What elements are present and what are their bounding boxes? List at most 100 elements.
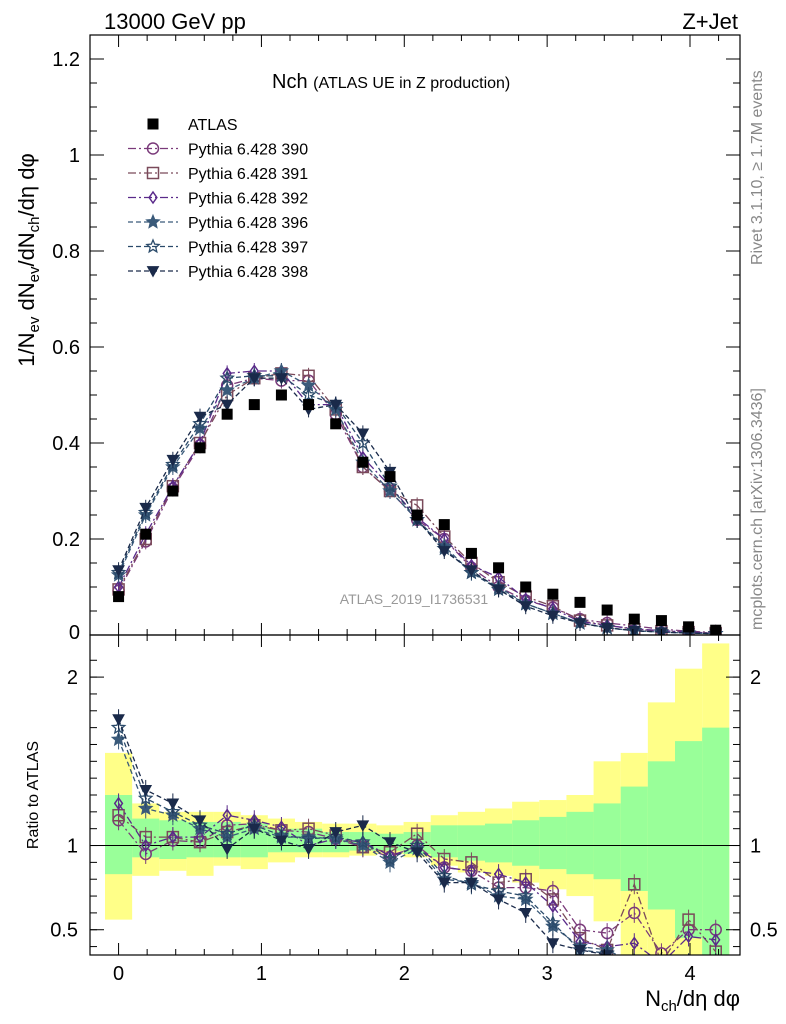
ratio-point: [493, 867, 504, 881]
ratio-point: [519, 907, 533, 920]
ratio-point: [166, 798, 180, 810]
ratio-point: [193, 815, 207, 827]
ratio-point: [110, 731, 127, 747]
series-point: [192, 415, 208, 431]
band-green: [566, 811, 594, 875]
legend-marker: [145, 213, 161, 229]
series-line-5: [118, 377, 716, 635]
ratio-point: [656, 958, 667, 969]
ratio-point: [110, 719, 127, 735]
data-point: [140, 528, 152, 540]
series-point: [600, 622, 614, 635]
y-tick-label: 0.6: [52, 337, 80, 359]
ratio-point: [655, 957, 667, 969]
ratio-point: [683, 929, 694, 944]
series-point: [139, 502, 153, 515]
x-tick-label: 4: [684, 963, 695, 985]
ratio-line-4: [117, 727, 614, 955]
ratio-point: [139, 785, 153, 797]
data-point: [357, 456, 369, 468]
ratio-point: [629, 959, 640, 969]
ratio-point: [658, 958, 666, 969]
data-point: [194, 442, 206, 454]
ratio-point: [629, 936, 640, 951]
series-line-0: [118, 377, 716, 634]
series-point: [465, 565, 478, 577]
legend-label: Pythia 6.428 392: [188, 191, 308, 208]
ratio-point: [382, 850, 398, 866]
band-green: [675, 741, 703, 939]
ratio-point: [113, 796, 124, 811]
x-tick-label: 0: [113, 963, 124, 985]
band-green: [702, 727, 730, 955]
ratio-point: [465, 877, 478, 890]
y-tick-label: 0.2: [52, 529, 80, 551]
series-point: [437, 546, 451, 558]
ratio-point: [302, 843, 315, 856]
series-point: [300, 386, 317, 402]
data-point: [547, 588, 559, 600]
ratio-tick-label: 2: [67, 667, 78, 689]
ratio-point: [628, 878, 641, 891]
ratio-point: [275, 835, 288, 848]
band-green: [485, 823, 513, 863]
data-point: [384, 471, 396, 483]
series-point: [329, 399, 343, 412]
ratio-line-1: [118, 814, 717, 955]
ratio-point: [437, 877, 451, 890]
band-green: [647, 761, 675, 910]
legend-label: Pythia 6.428 396: [188, 215, 308, 232]
data-point: [411, 509, 423, 521]
series-point: [112, 565, 125, 577]
data-point: [113, 591, 125, 603]
ratio-point: [628, 957, 640, 969]
series-point: [247, 373, 261, 385]
y-tick-label: 1.2: [52, 49, 80, 71]
ratio-point: [220, 843, 234, 856]
legend-label-atlas: ATLAS: [188, 117, 238, 134]
data-point: [655, 615, 667, 627]
legend-label: Pythia 6.428 397: [188, 240, 308, 257]
ratio-point: [137, 790, 154, 805]
y-axis-label: 1/Nev dNev/dNch/dη dφ: [14, 153, 43, 366]
band-green: [620, 786, 648, 891]
legend-label: Pythia 6.428 390: [188, 142, 308, 159]
ratio-point: [573, 945, 587, 955]
ratio-tick-label: 0.5: [50, 920, 78, 942]
ratio-tick-label-right: 2: [750, 667, 761, 689]
ratio-point: [219, 825, 235, 841]
data-point: [167, 485, 179, 497]
ratio-point: [546, 938, 560, 950]
ratio-point: [656, 959, 667, 969]
data-point: [303, 399, 315, 411]
ratio-point: [548, 899, 558, 913]
ratio-point: [545, 914, 561, 930]
mcplots-label: mcplots.cern.ch [arXiv:1306.3436]: [749, 388, 766, 630]
series-point: [573, 618, 587, 630]
ratio-point: [517, 887, 534, 903]
data-point: [601, 604, 613, 616]
data-point: [465, 547, 477, 559]
data-point: [710, 624, 722, 635]
series-point: [219, 382, 235, 397]
ratio-point: [410, 847, 424, 859]
ratio-point: [195, 830, 205, 844]
ratio-point: [710, 957, 722, 969]
ratio-point: [710, 957, 722, 969]
series-point: [519, 601, 533, 613]
legend-label: Pythia 6.428 398: [188, 264, 308, 281]
ratio-point: [710, 959, 721, 969]
series-point: [382, 478, 398, 493]
legend-label: Pythia 6.428 391: [188, 166, 308, 183]
ratio-axis-label: Ratio to ATLAS: [25, 741, 42, 849]
ratio-point: [112, 714, 125, 726]
ratio-point: [329, 827, 343, 839]
ratio-point: [165, 803, 181, 819]
y-tick-label: 0.4: [52, 433, 80, 455]
data-point: [574, 596, 586, 608]
series-point: [356, 428, 370, 440]
ratio-tick-label-right: 0.5: [750, 920, 778, 942]
x-axis-label: Nch/dη dφ: [645, 986, 740, 1015]
legend-marker-atlas: [147, 118, 159, 130]
